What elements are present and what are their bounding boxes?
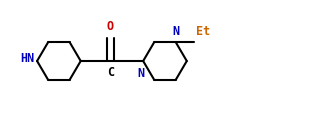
Text: N: N — [172, 25, 179, 38]
Text: Et: Et — [196, 25, 210, 38]
Text: N: N — [137, 67, 145, 80]
Text: HN: HN — [20, 52, 34, 65]
Text: C: C — [107, 66, 114, 79]
Text: O: O — [107, 20, 114, 33]
